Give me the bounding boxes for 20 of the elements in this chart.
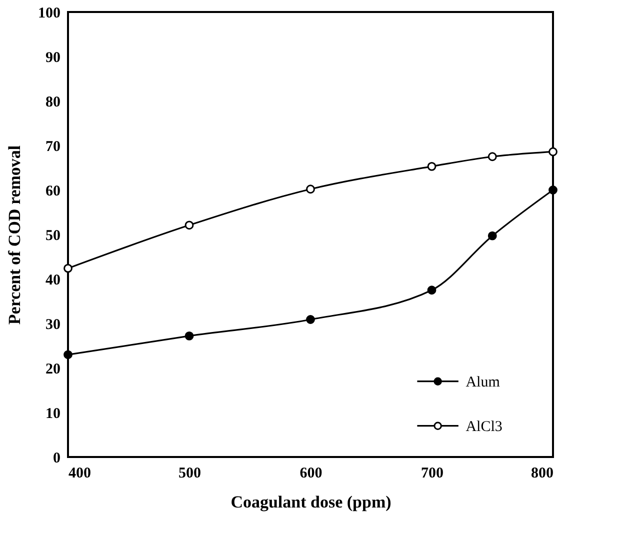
y-tick-label: 10	[46, 406, 60, 422]
y-tick-label: 0	[53, 450, 60, 466]
y-tick-label: 70	[46, 139, 60, 155]
x-tick-label: 600	[300, 466, 322, 482]
y-tick-label: 100	[38, 6, 60, 22]
x-tick-label: 400	[68, 466, 91, 482]
y-axis-title: Percent of COD removal	[5, 145, 24, 325]
x-axis-title: Coagulant dose (ppm)	[230, 492, 392, 512]
legend-label: Alum	[466, 374, 500, 390]
y-tick-label: 30	[46, 317, 60, 333]
y-tick-label: 60	[46, 184, 60, 200]
y-tick-label: 80	[46, 94, 60, 110]
x-tick-label: 700	[421, 466, 444, 482]
y-tick-label: 90	[46, 50, 60, 66]
y-tick-label: 50	[46, 228, 60, 244]
x-tick-label: 500	[178, 466, 201, 482]
y-tick-label: 40	[46, 272, 60, 288]
x-tick-label: 800	[531, 466, 554, 482]
y-tick-label: 20	[46, 362, 60, 378]
legend-label: AlCl3	[466, 418, 502, 435]
